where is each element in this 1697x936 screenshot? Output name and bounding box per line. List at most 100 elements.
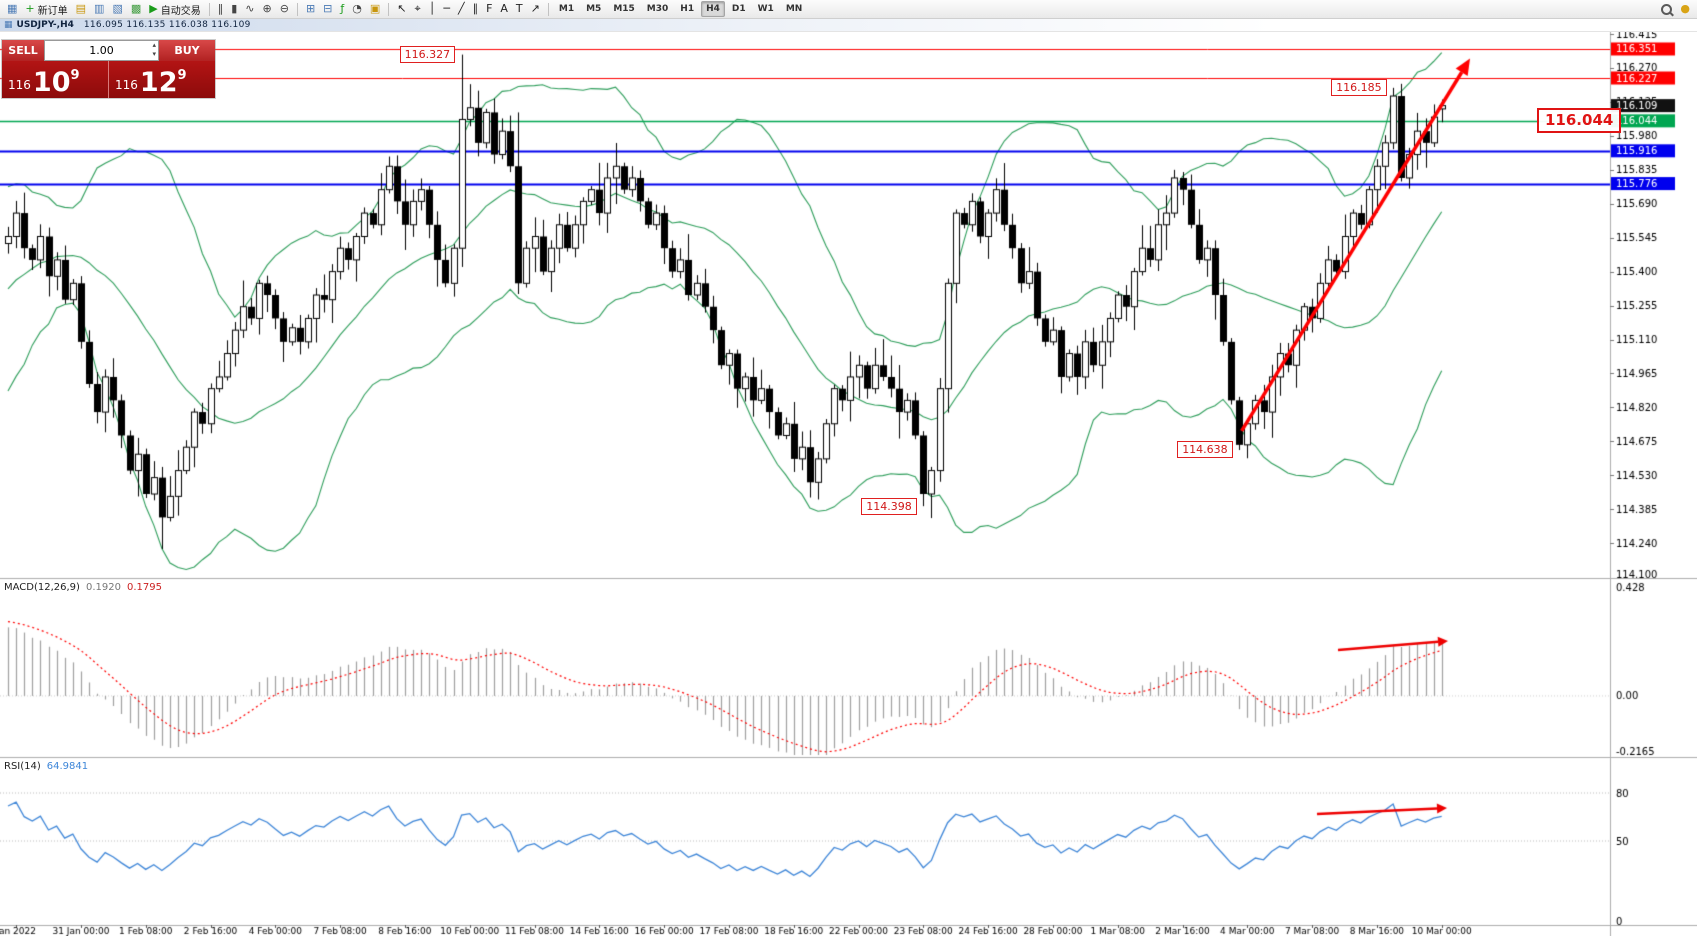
arrange-windows-icon[interactable]: ⊟ <box>319 0 336 18</box>
channel-icon[interactable]: ∥ <box>469 0 483 18</box>
timeframe-m5-button[interactable]: M5 <box>586 4 602 14</box>
crosshair-icon-glyph: ⌖ <box>414 2 421 15</box>
sell-price-prefix: 116 <box>8 78 31 92</box>
sell-price[interactable]: 116 10 9 <box>2 61 108 98</box>
horizontal-line-icon-glyph: ─ <box>443 2 450 15</box>
sell-button[interactable]: SELL <box>2 40 44 61</box>
navigator-icon[interactable]: ▧ <box>108 0 126 18</box>
vertical-line-icon[interactable]: │ <box>425 0 440 18</box>
tile-windows-icon[interactable]: ⊞ <box>302 0 319 18</box>
timeframe-d1-button[interactable]: D1 <box>731 4 746 14</box>
sell-price-sup: 9 <box>70 68 80 83</box>
strategy-tester-icon-glyph: ▩ <box>130 2 142 15</box>
fibonacci-icon[interactable]: F <box>482 0 496 18</box>
candlestick-type-icon[interactable]: ▮ <box>227 0 241 18</box>
buy-button[interactable]: BUY <box>159 40 215 61</box>
toolbar-separator <box>296 2 298 16</box>
zoom-out-icon-glyph: ⊖ <box>279 2 289 15</box>
vertical-line-icon-glyph: │ <box>428 2 436 15</box>
bar-chart-type-icon-glyph: ‖ <box>217 2 224 15</box>
autotrade-button-glyph: ▶ <box>149 2 158 15</box>
price-annotation[interactable]: 114.638 <box>1177 441 1233 459</box>
sell-price-big: 10 <box>32 67 71 98</box>
volume-up-button[interactable]: ▴ <box>152 41 156 49</box>
periods-icon[interactable]: ◔ <box>348 0 366 18</box>
timeframe-m1-button[interactable]: M1 <box>558 4 575 14</box>
market-watch-icon[interactable]: ▤ <box>72 0 90 18</box>
volume-field[interactable]: 1.00 ▴ ▾ <box>44 40 159 61</box>
new-order-button-glyph: + <box>25 2 35 15</box>
new-order-button[interactable]: + 新订单 <box>21 0 71 18</box>
label-icon[interactable]: T <box>512 0 527 18</box>
rsi-value: 64.9841 <box>46 761 89 772</box>
cursor-icon[interactable]: ↖ <box>393 0 410 18</box>
text-icon[interactable]: A <box>496 0 512 18</box>
candlestick-type-icon-glyph: ▮ <box>231 2 238 15</box>
chart-ohlc-values: 116.095 116.135 116.038 116.109 <box>83 20 251 30</box>
toolbar-right-group: ● <box>1657 0 1694 18</box>
price-annotation[interactable]: 116.044 <box>1537 108 1622 134</box>
price-annotation[interactable]: 116.185 <box>1331 79 1387 97</box>
magnifier-glyph <box>1661 3 1673 15</box>
line-chart-type-icon-glyph: ∿ <box>245 2 255 15</box>
zoom-in-icon[interactable]: ⊕ <box>259 0 276 18</box>
data-window-icon[interactable]: ▥ <box>90 0 108 18</box>
timeframe-h4-button[interactable]: H4 <box>701 1 725 17</box>
timeframe-group: M1 M5 M15 M30 H1 H4 D1 W1 MN <box>553 1 808 17</box>
buy-price-prefix: 116 <box>115 78 138 92</box>
chart-titlebar[interactable]: ▦ USDJPY-,H4 116.095 116.135 116.038 116… <box>0 19 1697 32</box>
alerts-icon-glyph: ● <box>1680 2 1690 15</box>
toolbar-separator <box>208 2 210 16</box>
price-annotation[interactable]: 116.327 <box>399 46 456 64</box>
tile-windows-icon-glyph: ⊞ <box>305 2 316 15</box>
volume-value: 1.00 <box>89 44 114 57</box>
chart-window-icon: ▦ <box>4 20 13 30</box>
new-chart-icon-glyph: ▦ <box>7 2 18 15</box>
market-watch-icon-glyph: ▤ <box>75 2 87 15</box>
timeframe-h1-button[interactable]: H1 <box>680 4 695 14</box>
alerts-icon[interactable]: ● <box>1676 0 1694 18</box>
chart-canvas[interactable] <box>0 32 1697 936</box>
arrange-windows-icon-glyph: ⊟ <box>323 2 333 15</box>
new-chart-icon[interactable]: ▦ <box>3 0 21 18</box>
crosshair-icon[interactable]: ⌖ <box>410 0 424 18</box>
cursor-icon-glyph: ↖ <box>397 2 407 15</box>
bar-chart-type-icon[interactable]: ‖ <box>214 0 228 18</box>
strategy-tester-icon[interactable]: ▩ <box>127 0 145 18</box>
navigator-icon-glyph: ▧ <box>112 2 123 15</box>
zoom-out-icon[interactable]: ⊖ <box>276 0 293 18</box>
autotrade-button[interactable]: ▶ 自动交易 <box>145 0 204 18</box>
shapes-icon-glyph: ↗ <box>530 2 540 15</box>
line-chart-type-icon[interactable]: ∿ <box>241 0 258 18</box>
timeframe-m30-button[interactable]: M30 <box>646 4 669 14</box>
channel-icon-glyph: ∥ <box>472 2 479 15</box>
trendline-icon[interactable]: ╱ <box>454 0 469 18</box>
new-order-button-label: 新订单 <box>37 5 68 17</box>
zoom-in-icon-glyph: ⊕ <box>262 2 272 15</box>
macd-name: MACD(12,26,9) <box>4 582 80 593</box>
price-annotation[interactable]: 114.398 <box>861 497 917 515</box>
timeframe-m15-button[interactable]: M15 <box>613 4 635 14</box>
shapes-icon[interactable]: ↗ <box>527 0 544 18</box>
indicators-icon[interactable]: ƒ <box>336 0 348 18</box>
timeframe-w1-button[interactable]: W1 <box>757 4 774 14</box>
label-icon-glyph: T <box>515 2 523 15</box>
toolbar: ▦ + 新订单 ▤ ▥ ▧ ▩ ▶ 自动交易 ‖ ▮ ∿ ⊕ ⊖ ⊞ ⊟ ƒ ◔ ▣ ↖ ⌖ │ ─ ╱ ∥ F A T ↗ M1 M5 M… <box>0 0 1697 19</box>
rsi-indicator-label: RSI(14) 64.9841 <box>4 761 88 772</box>
data-window-icon-glyph: ▥ <box>94 2 105 15</box>
chart-symbol-title: USDJPY-,H4 <box>16 20 74 30</box>
periods-icon-glyph: ◔ <box>352 2 362 15</box>
horizontal-line-icon[interactable]: ─ <box>439 0 454 18</box>
macd-signal-value: 0.1795 <box>126 582 162 593</box>
volume-down-button[interactable]: ▾ <box>152 50 156 58</box>
toolbar-separator <box>388 2 390 16</box>
volume-stepper: ▴ ▾ <box>152 41 156 59</box>
rsi-name: RSI(14) <box>4 761 41 772</box>
text-icon-glyph: A <box>500 2 508 15</box>
trendline-icon-glyph: ╱ <box>457 2 465 15</box>
macd-indicator-label: MACD(12,26,9) 0.1920 0.1795 <box>4 582 162 593</box>
search-icon[interactable] <box>1657 0 1676 18</box>
templates-icon[interactable]: ▣ <box>366 0 384 18</box>
timeframe-mn-button[interactable]: MN <box>785 4 803 14</box>
buy-price[interactable]: 116 12 9 <box>108 61 215 98</box>
